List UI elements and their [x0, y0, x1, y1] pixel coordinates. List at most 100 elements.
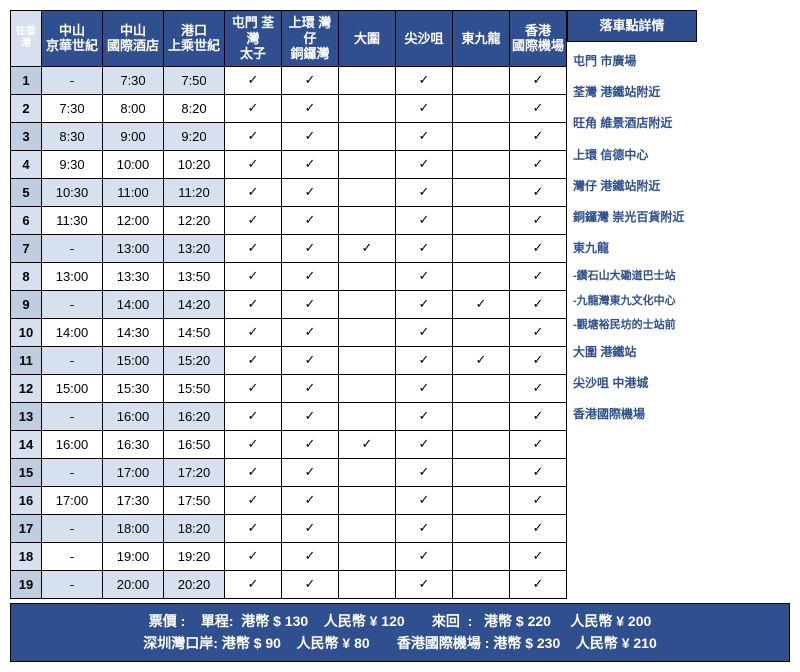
- row-index: 18: [11, 542, 42, 570]
- detail-item: 上環 信德中心: [573, 140, 693, 171]
- check-cell: ✓: [510, 66, 567, 94]
- check-cell: [453, 94, 510, 122]
- header-cell: 香港國際機場: [510, 11, 567, 67]
- time-cell: 8:20: [164, 94, 225, 122]
- table-row: 19-20:0020:20✓✓✓✓: [11, 570, 567, 598]
- check-cell: [339, 94, 396, 122]
- time-cell: 8:00: [103, 94, 164, 122]
- check-cell: ✓: [510, 94, 567, 122]
- detail-item: -九龍灣東九文化中心: [573, 289, 693, 313]
- check-cell: ✓: [282, 206, 339, 234]
- time-cell: 14:00: [42, 318, 103, 346]
- check-cell: ✓: [396, 290, 453, 318]
- check-cell: [453, 150, 510, 178]
- time-cell: 10:30: [42, 178, 103, 206]
- table-row: 510:3011:0011:20✓✓✓✓: [11, 178, 567, 206]
- check-cell: ✓: [225, 122, 282, 150]
- time-cell: 13:00: [103, 234, 164, 262]
- header-row: 往香港 中山京華世紀中山國際酒店港口上乘世紀屯門 荃灣太子上環 灣仔銅鑼灣大圍尖…: [11, 11, 567, 67]
- time-cell: 7:30: [103, 66, 164, 94]
- row-index: 6: [11, 206, 42, 234]
- time-cell: -: [42, 542, 103, 570]
- header-cell: 上環 灣仔銅鑼灣: [282, 11, 339, 67]
- check-cell: ✓: [339, 430, 396, 458]
- time-cell: 14:30: [103, 318, 164, 346]
- row-index: 8: [11, 262, 42, 290]
- time-cell: 10:00: [103, 150, 164, 178]
- time-cell: 11:30: [42, 206, 103, 234]
- time-cell: 15:30: [103, 374, 164, 402]
- check-cell: ✓: [396, 66, 453, 94]
- row-index: 14: [11, 430, 42, 458]
- table-row: 813:0013:3013:50✓✓✓✓: [11, 262, 567, 290]
- check-cell: [339, 66, 396, 94]
- time-cell: 20:20: [164, 570, 225, 598]
- check-cell: ✓: [282, 374, 339, 402]
- check-cell: ✓: [225, 402, 282, 430]
- time-cell: -: [42, 290, 103, 318]
- check-cell: [453, 430, 510, 458]
- check-cell: ✓: [282, 94, 339, 122]
- row-index: 3: [11, 122, 42, 150]
- check-cell: [453, 542, 510, 570]
- check-cell: [339, 122, 396, 150]
- header-cell: 尖沙咀: [396, 11, 453, 67]
- row-index: 4: [11, 150, 42, 178]
- check-cell: ✓: [510, 374, 567, 402]
- check-cell: [339, 402, 396, 430]
- time-cell: 16:30: [103, 430, 164, 458]
- check-cell: ✓: [510, 178, 567, 206]
- check-cell: ✓: [510, 458, 567, 486]
- time-cell: 13:20: [164, 234, 225, 262]
- detail-item: -鑽石山大磡道巴士站: [573, 264, 693, 288]
- check-cell: ✓: [339, 234, 396, 262]
- check-cell: [339, 346, 396, 374]
- row-index: 9: [11, 290, 42, 318]
- time-cell: 16:50: [164, 430, 225, 458]
- check-cell: ✓: [396, 262, 453, 290]
- check-cell: ✓: [396, 430, 453, 458]
- check-cell: ✓: [225, 178, 282, 206]
- detail-item: 荃灣 港鐵站附近: [573, 77, 693, 108]
- table-row: 1215:0015:3015:50✓✓✓✓: [11, 374, 567, 402]
- time-cell: -: [42, 570, 103, 598]
- check-cell: [339, 458, 396, 486]
- check-cell: ✓: [510, 262, 567, 290]
- check-cell: ✓: [225, 150, 282, 178]
- check-cell: ✓: [396, 374, 453, 402]
- table-row: 27:308:008:20✓✓✓✓: [11, 94, 567, 122]
- time-cell: 9:30: [42, 150, 103, 178]
- time-cell: 12:20: [164, 206, 225, 234]
- check-cell: ✓: [510, 290, 567, 318]
- check-cell: [339, 318, 396, 346]
- time-cell: 13:50: [164, 262, 225, 290]
- table-row: 1014:0014:3014:50✓✓✓✓: [11, 318, 567, 346]
- check-cell: ✓: [510, 318, 567, 346]
- time-cell: 9:20: [164, 122, 225, 150]
- layout-wrap: 往香港 中山京華世紀中山國際酒店港口上乘世紀屯門 荃灣太子上環 灣仔銅鑼灣大圍尖…: [10, 10, 790, 599]
- time-cell: 15:20: [164, 346, 225, 374]
- row-index: 11: [11, 346, 42, 374]
- corner-cell: 往香港: [11, 11, 42, 67]
- time-cell: 13:30: [103, 262, 164, 290]
- check-cell: [339, 262, 396, 290]
- table-row: 13-16:0016:20✓✓✓✓: [11, 402, 567, 430]
- check-cell: ✓: [396, 570, 453, 598]
- check-cell: [453, 402, 510, 430]
- check-cell: ✓: [510, 150, 567, 178]
- schedule-body: 1-7:307:50✓✓✓✓27:308:008:20✓✓✓✓38:309:00…: [11, 66, 567, 598]
- header-cell: 屯門 荃灣太子: [225, 11, 282, 67]
- table-row: 7-13:0013:20✓✓✓✓✓: [11, 234, 567, 262]
- time-cell: 16:20: [164, 402, 225, 430]
- table-row: 15-17:0017:20✓✓✓✓: [11, 458, 567, 486]
- check-cell: [339, 570, 396, 598]
- check-cell: ✓: [396, 318, 453, 346]
- detail-item: 銅鑼灣 崇光百貨附近: [573, 202, 693, 233]
- detail-item: 東九龍: [573, 233, 693, 264]
- table-row: 17-18:0018:20✓✓✓✓: [11, 514, 567, 542]
- table-row: 38:309:009:20✓✓✓✓: [11, 122, 567, 150]
- check-cell: [339, 206, 396, 234]
- header-cell: 中山國際酒店: [103, 11, 164, 67]
- table-row: 18-19:0019:20✓✓✓✓: [11, 542, 567, 570]
- check-cell: [453, 206, 510, 234]
